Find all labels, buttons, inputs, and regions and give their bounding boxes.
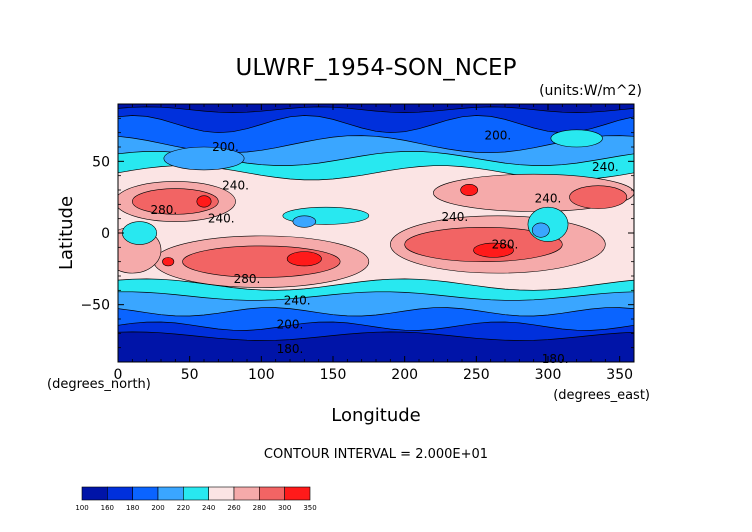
field-cell-14	[122, 221, 158, 245]
contour-label: 280.	[492, 237, 519, 251]
x-axis: 0 50 100 150 200 250 300 350	[114, 104, 633, 383]
field-map	[118, 104, 634, 362]
contour-label: 200.	[484, 129, 511, 143]
legend-label: 300	[278, 504, 291, 512]
legend-swatch	[284, 486, 311, 501]
y-axis-title: Latitude	[56, 196, 77, 270]
y-tick-label: −50	[80, 298, 110, 314]
contour-label: 180.	[277, 342, 304, 356]
field-cell-9	[286, 251, 322, 267]
legend-swatch	[233, 486, 260, 501]
contour-label: 240.	[441, 210, 468, 224]
units-label: (units:W/m^2)	[539, 83, 642, 99]
legend-label: 350	[303, 504, 316, 512]
x-tick-label: 200	[391, 367, 418, 383]
x-tick-label: 50	[181, 367, 199, 383]
color-legend: 100 160 180 200 220 240 260 280 300 350	[75, 486, 317, 512]
y-tick-label: 0	[101, 226, 110, 242]
contour-label: 240.	[208, 212, 235, 226]
legend-label: 260	[227, 504, 240, 512]
field-cell-19	[163, 146, 245, 171]
field-cell-5	[132, 188, 219, 215]
x-axis-title: Longitude	[331, 405, 421, 426]
x-unit-label: (degrees_east)	[553, 388, 650, 403]
field-cell-18	[292, 215, 317, 228]
legend-swatch	[183, 486, 209, 501]
legend-label: 280	[253, 504, 266, 512]
legend-swatch	[81, 486, 108, 501]
legend-label: 200	[151, 504, 164, 512]
y-tick-label: 50	[92, 154, 110, 170]
x-tick-label: 100	[248, 367, 275, 383]
contour-labels: 200. 200. 240. 240. 240. 240. 240. 280. 280. 280.…	[151, 129, 619, 367]
legend-swatch	[259, 486, 285, 501]
field-cell-12	[473, 242, 514, 258]
legend-swatch	[157, 486, 184, 501]
chart-title: ULWRF_1954-SON_NCEP	[236, 55, 517, 81]
legend-label: 180	[126, 504, 139, 512]
contour-label: 180.	[542, 352, 569, 366]
field-cell-13	[162, 257, 175, 267]
field-cell-20	[550, 129, 603, 148]
contour-label: 200.	[212, 140, 239, 154]
legend-label: 220	[177, 504, 190, 512]
field-cell-16	[527, 206, 569, 242]
x-tick-label: 0	[114, 367, 123, 383]
x-tick-label: 350	[606, 367, 633, 383]
x-tick-label: 150	[320, 367, 347, 383]
contour-label: 240.	[222, 179, 249, 193]
field-cell-8	[569, 185, 628, 209]
contour-label: 200.	[277, 318, 304, 332]
y-unit-label: (degrees_north)	[47, 377, 151, 392]
field-cell-11	[460, 183, 479, 197]
x-tick-label: 250	[463, 367, 490, 383]
field-cell-17	[531, 222, 550, 238]
field-cell-10	[196, 195, 212, 208]
contour-label: 240.	[592, 160, 619, 174]
contour-label: 280.	[234, 272, 261, 286]
legend-swatch	[132, 486, 159, 501]
contour-label: 240.	[284, 293, 311, 307]
legend-label: 100	[75, 504, 88, 512]
legend-label: 240	[202, 504, 215, 512]
legend-swatch	[107, 486, 133, 501]
contour-interval-note: CONTOUR INTERVAL = 2.000E+01	[264, 447, 488, 462]
x-tick-label: 300	[535, 367, 562, 383]
legend-swatch	[208, 486, 235, 501]
legend-label: 160	[101, 504, 114, 512]
contour-label: 240.	[535, 192, 562, 206]
contour-label: 280.	[151, 203, 178, 217]
y-axis: −50 0 50	[80, 117, 634, 349]
